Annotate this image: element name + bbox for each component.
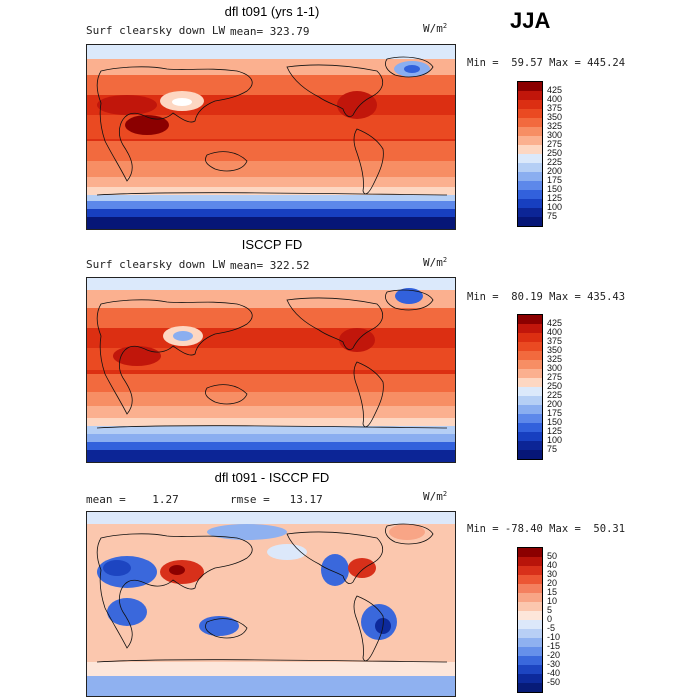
panel1-minmax: Min = 59.57 Max = 445.24 [467, 57, 626, 69]
cb-tick: -10 [547, 632, 561, 642]
cb-tick: 325 [547, 354, 563, 364]
cb-tick: 175 [547, 408, 563, 418]
panel1-variable: Surf clearsky down LW [86, 24, 226, 37]
cb-tick: 75 [547, 444, 558, 454]
cb-tick: 300 [547, 363, 563, 373]
cb-tick: 20 [547, 578, 558, 588]
cb-tick: -40 [547, 668, 561, 678]
cb-tick: 75 [547, 211, 558, 221]
season-label: JJA [510, 8, 551, 33]
cb-tick: 275 [547, 372, 563, 382]
panel3-title: dfl t091 - ISCCP FD [214, 470, 330, 485]
panel2-variable: Surf clearsky down LW [86, 258, 226, 271]
cb-tick: 225 [547, 390, 563, 400]
cb-tick: 10 [547, 596, 558, 606]
cb-tick: -30 [547, 659, 561, 669]
cb-tick: 175 [547, 175, 563, 185]
cb-tick: 250 [547, 148, 563, 158]
panel3-mean: mean = 1.27 [86, 493, 179, 506]
cb-tick: 375 [547, 103, 563, 113]
panel1-title: dfl t091 (yrs 1-1) [224, 4, 320, 19]
cb-tick: 400 [547, 94, 563, 104]
cb-tick: 225 [547, 157, 563, 167]
cb-tick: 250 [547, 381, 563, 391]
cb-tick: 425 [547, 318, 563, 328]
cb-tick: 150 [547, 417, 563, 427]
panel1-units: W/m2 [423, 22, 448, 35]
cb-tick: 200 [547, 166, 563, 176]
cb-tick: 375 [547, 336, 563, 346]
cb-tick: 200 [547, 399, 563, 409]
panel2-title: ISCCP FD [241, 237, 303, 252]
cb-tick: 325 [547, 121, 563, 131]
cb-tick: -50 [547, 677, 561, 687]
panel2-units: W/m2 [423, 256, 448, 269]
cb-tick: 125 [547, 193, 563, 203]
cb-tick: 30 [547, 569, 558, 579]
cb-tick: 350 [547, 345, 563, 355]
panel1-map [86, 44, 456, 230]
panel3-colorbar [517, 547, 543, 693]
panel2-map-svg [87, 278, 455, 462]
cb-tick: 40 [547, 560, 558, 570]
panel2-colorbar [517, 314, 543, 460]
panel1-map-svg [87, 45, 455, 229]
panel2-mean: mean= 322.52 [230, 259, 310, 272]
cb-tick: 100 [547, 202, 563, 212]
cb-tick: 125 [547, 426, 563, 436]
cb-tick: 425 [547, 85, 563, 95]
panel2-map [86, 277, 456, 463]
panel3-map-svg [87, 512, 455, 696]
cb-tick: 275 [547, 139, 563, 149]
cb-tick: 50 [547, 551, 558, 561]
panel3-minmax: Min = -78.40 Max = 50.31 [467, 523, 626, 535]
panel3-units: W/m2 [423, 490, 448, 503]
cb-tick: 150 [547, 184, 563, 194]
cb-tick: 15 [547, 587, 558, 597]
panel3-map [86, 511, 456, 697]
panel1-mean: mean= 323.79 [230, 25, 310, 38]
cb-tick: 350 [547, 112, 563, 122]
cb-tick: 400 [547, 327, 563, 337]
panel3-rmse: rmse = 13.17 [230, 493, 323, 506]
panel2-minmax: Min = 80.19 Max = 435.43 [467, 291, 626, 303]
cb-tick: -5 [547, 623, 556, 633]
cb-tick: 100 [547, 435, 563, 445]
cb-tick: 300 [547, 130, 563, 140]
cb-tick: 0 [547, 614, 553, 624]
cb-tick: -15 [547, 641, 561, 651]
panel1-colorbar [517, 81, 543, 227]
cb-tick: 5 [547, 605, 553, 615]
cb-tick: -20 [547, 650, 561, 660]
